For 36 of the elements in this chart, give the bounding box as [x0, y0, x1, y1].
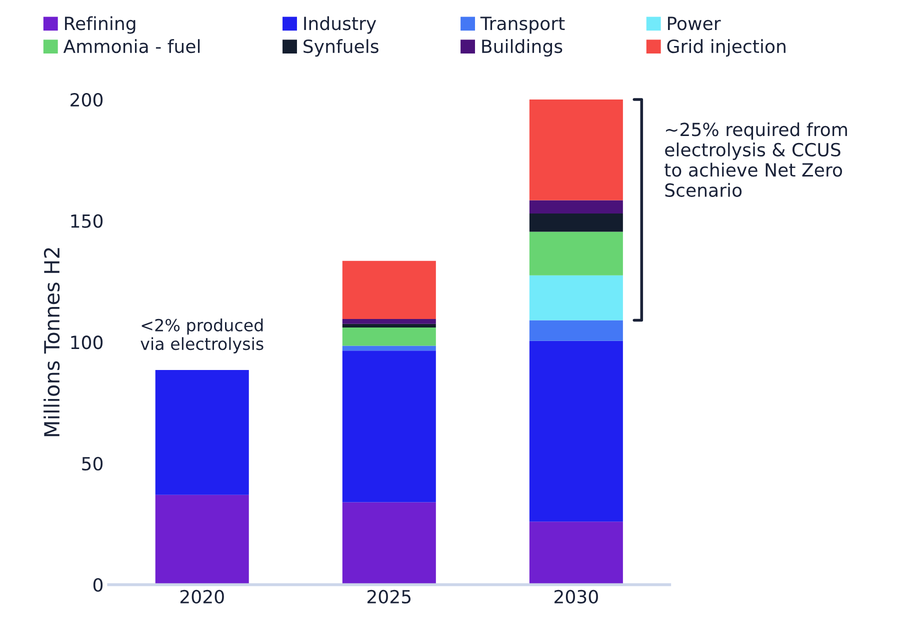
bar — [529, 200, 623, 214]
legend-label: Transport — [480, 16, 565, 34]
bar — [529, 522, 623, 585]
y-tick-label: 150 — [71, 214, 103, 228]
legend-label: Power — [668, 16, 721, 30]
bar — [342, 502, 436, 585]
legend-label: Grid injection — [667, 39, 786, 57]
bar — [342, 260, 436, 320]
bar — [342, 324, 436, 328]
legend-label: Ammonia - fuel — [63, 39, 200, 54]
y-tick-label: 50 — [82, 456, 103, 471]
bar — [529, 214, 623, 232]
legend-label: Buildings — [482, 39, 562, 57]
y-tick-label: 200 — [70, 92, 103, 107]
bar — [342, 350, 436, 502]
bar — [529, 232, 623, 276]
bar — [529, 100, 623, 200]
annotation: <2% produced via electrolysis — [140, 318, 264, 354]
bar — [529, 320, 623, 341]
legend-label: Industry — [304, 16, 376, 34]
x-tick-label: 2020 — [180, 590, 224, 604]
bar — [342, 319, 436, 324]
legend-label: Refining — [65, 16, 136, 34]
y-tick-label: 100 — [71, 336, 103, 350]
y-axis-title: Millions Tonnes H2 — [44, 248, 60, 436]
legend-label: Synfuels — [304, 39, 378, 57]
y-tick-label: 0 — [93, 578, 103, 592]
bar — [342, 346, 436, 351]
annotation: ~25% required from electrolysis & CCUS to achieve Net Zero Scenario — [664, 122, 847, 197]
x-tick-label: 2025 — [367, 590, 411, 604]
bar — [342, 328, 436, 346]
bar — [155, 370, 249, 495]
bar — [155, 494, 249, 585]
x-tick-label: 2030 — [554, 590, 598, 604]
bar — [529, 340, 623, 522]
bar — [529, 275, 623, 320]
